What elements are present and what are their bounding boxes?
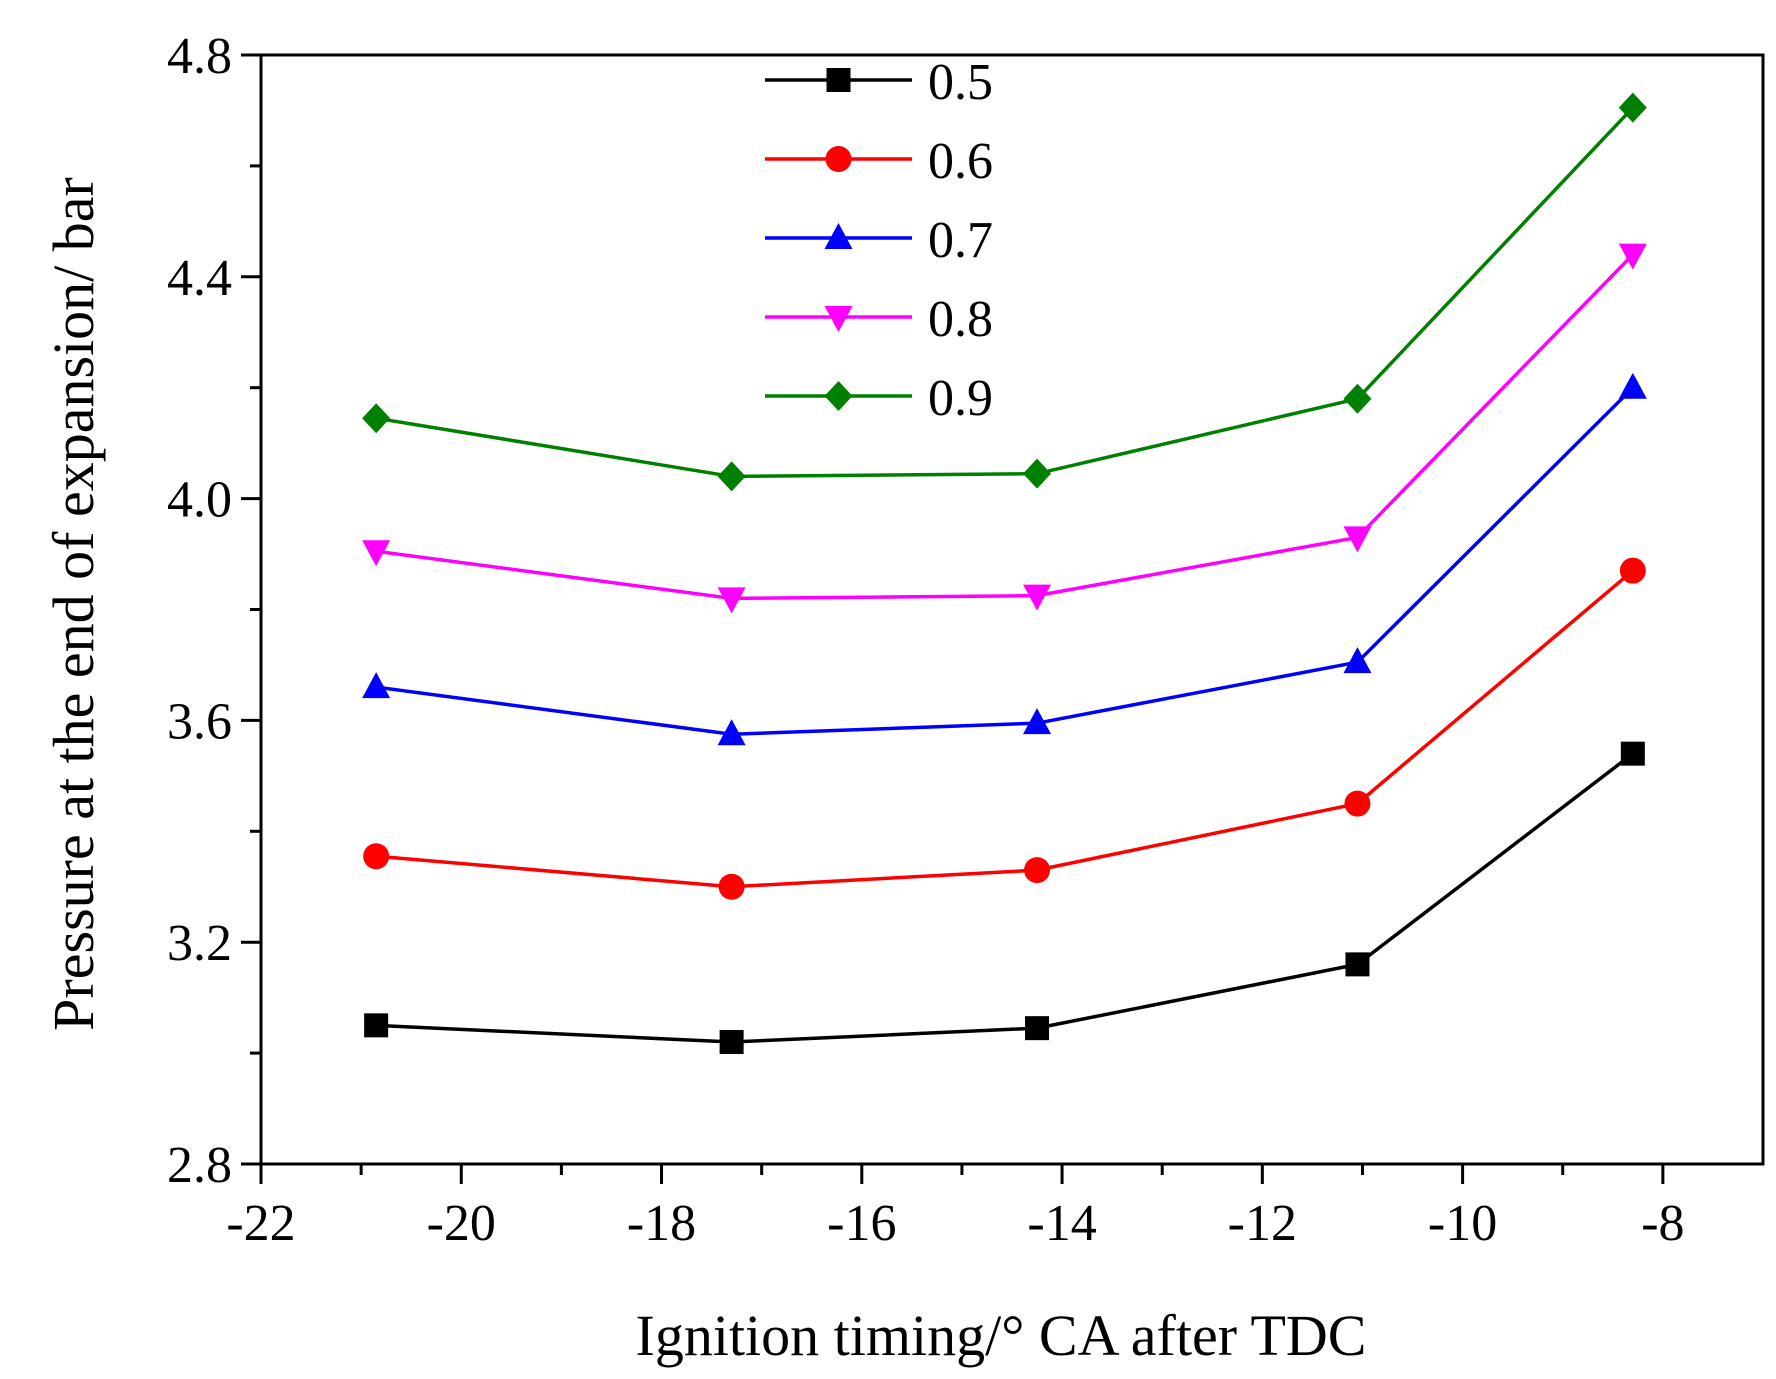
plot-border [259,53,1765,1166]
legend-item-0.5: 0.5 [765,54,993,111]
x-tick-label: -20 [427,1195,496,1252]
data-point [1619,557,1646,584]
y-tick-label: 3.2 [167,915,232,972]
data-point [1023,708,1052,735]
y-tick-label: 4.8 [167,28,232,85]
legend-item-0.7: 0.7 [765,212,993,269]
y-axis-title: Pressure at the end of expansion/ bar [41,177,106,1031]
legend: 0.5 0.6 0.7 0.8 0.9 [765,54,993,427]
data-point [717,719,746,746]
series-layer [362,92,1647,1055]
y-axis: 2.8 3.2 3.6 4.0 4.4 4.8 [167,28,261,1194]
data-point [718,873,745,900]
data-point [1620,741,1645,766]
series-line [376,569,1634,889]
legend-marker [824,306,853,332]
data-point [1343,647,1372,674]
series-0.6 [363,557,1646,900]
x-axis-title: Ignition timing/° CA after TDC [636,1303,1367,1368]
legend-item-0.9: 0.9 [765,370,993,427]
x-tick-label: -14 [1027,1195,1096,1252]
plot-area [259,53,1765,1166]
data-point [1343,383,1372,414]
data-point [362,403,391,434]
x-axis: -22 -20 -18 -16 -14 -12 -10 -8 [226,1164,1685,1252]
legend-marker [824,223,853,249]
legend-label: 0.9 [928,370,993,427]
series-line [375,106,1635,479]
legend-label: 0.7 [928,212,993,269]
data-point [1345,952,1370,977]
data-point [717,587,746,614]
data-point [1618,92,1647,123]
y-tick-label: 4.0 [167,472,232,529]
data-point [1344,790,1371,817]
data-point [719,1030,744,1055]
data-point [362,672,391,699]
legend-label: 0.6 [928,133,993,190]
legend-label: 0.5 [928,54,993,111]
data-point [362,540,391,567]
x-tick-label: -12 [1228,1195,1297,1252]
data-point [1618,372,1647,399]
data-point [1023,584,1052,611]
series-line [376,752,1634,1044]
x-tick-label: -18 [627,1195,696,1252]
data-point [364,1013,389,1038]
data-point [1343,526,1372,553]
x-tick-label: -8 [1641,1195,1684,1252]
legend-item-0.8: 0.8 [765,291,993,348]
x-tick-label: -10 [1428,1195,1497,1252]
data-point [1025,1016,1050,1041]
y-tick-label: 3.6 [167,693,232,750]
series-0.9 [362,92,1647,492]
x-tick-label: -22 [226,1195,295,1252]
data-point [1024,857,1051,884]
y-tick-label: 2.8 [167,1137,232,1194]
legend-item-0.6: 0.6 [765,133,993,190]
legend-marker [826,68,851,92]
legend-label: 0.8 [928,291,993,348]
data-point [363,843,390,870]
data-point [1023,458,1052,489]
data-point [717,461,746,492]
data-point [1618,243,1647,270]
y-tick-label: 4.4 [167,250,232,307]
x-tick-label: -16 [827,1195,896,1252]
series-0.8 [362,243,1647,614]
series-0.5 [364,741,1645,1055]
series-line [375,386,1635,737]
legend-marker [824,381,853,411]
series-0.7 [362,372,1647,746]
legend-marker [825,146,852,172]
